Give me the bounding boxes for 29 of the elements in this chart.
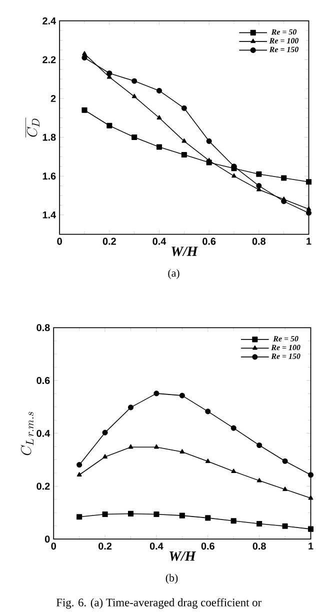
x-tick-label: 0.8 <box>252 542 266 550</box>
x-tick-label: 1 <box>308 542 314 550</box>
y-tick-label: 0.8 <box>36 324 50 332</box>
y-tick-label: 1.6 <box>43 172 56 180</box>
x-tick-label: 1 <box>306 238 312 245</box>
y-tick-label: 0.6 <box>36 376 50 384</box>
x-tick-label: 0.4 <box>150 542 164 550</box>
x-tick-label: 0.4 <box>152 238 166 245</box>
x-tick-label: 0.2 <box>98 542 112 550</box>
x-axis-title: W/H <box>172 246 198 256</box>
y-tick-label: 1.8 <box>43 134 56 141</box>
x-tick-label: 0.6 <box>202 238 216 245</box>
y-tick-label: 0.4 <box>36 430 50 437</box>
y-tick-label: 1.4 <box>43 211 56 218</box>
x-tick-label: 0.8 <box>252 238 266 245</box>
caption: Fig. 6. (a) Time-averaged drag coefficient or <box>56 598 262 609</box>
y-axis-title: $C_{L\,r.m.s}$ <box>21 412 34 456</box>
y-tick-label: 2.2 <box>42 56 56 64</box>
text: (b) <box>166 574 178 584</box>
x-tick-label: 0.2 <box>103 238 116 245</box>
x-axis-title: W/H <box>170 551 196 561</box>
x-tick-label: 0 <box>57 238 62 245</box>
y-axis-title: $\overline{C_D}$ <box>26 118 40 138</box>
y-tick-label: 2 <box>51 95 56 102</box>
y-tick-label: 2.4 <box>42 17 56 24</box>
text: (a) <box>168 269 180 279</box>
y-tick-label: 0 <box>45 536 50 543</box>
x-tick-label: 0.6 <box>202 542 215 550</box>
y-tick-label: 0.2 <box>36 482 50 490</box>
